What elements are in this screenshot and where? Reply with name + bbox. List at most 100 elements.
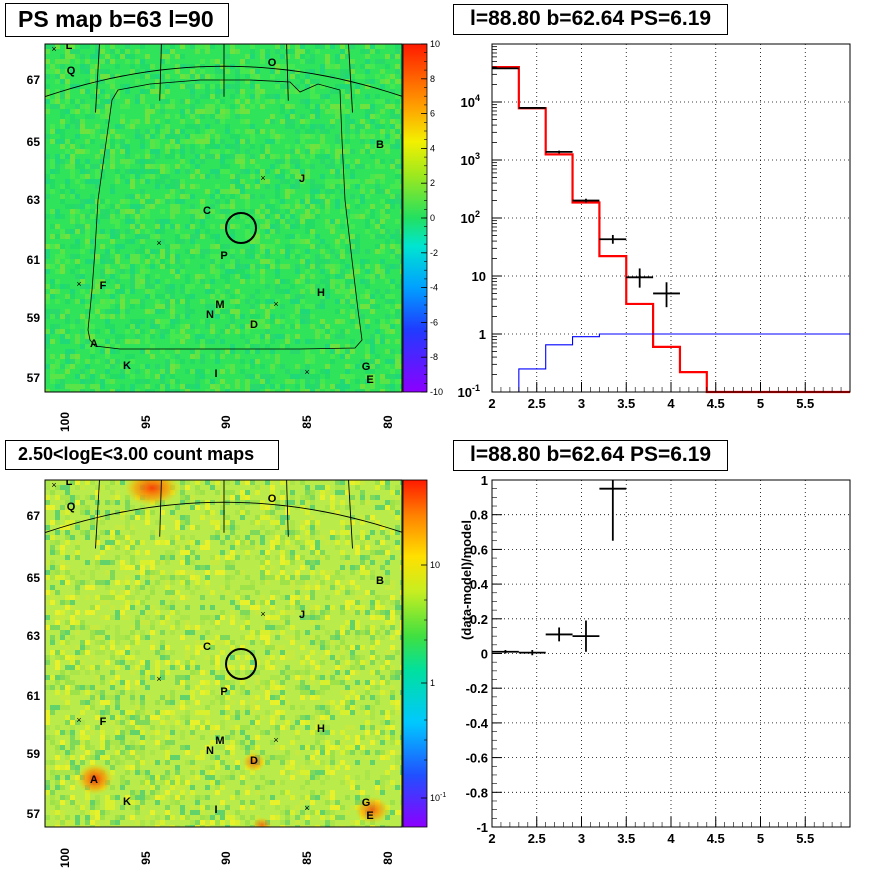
map-pixel	[200, 565, 205, 570]
map-pixel	[200, 670, 205, 675]
map-pixel	[180, 780, 185, 785]
map-pixel	[115, 374, 120, 379]
map-pixel	[245, 324, 250, 329]
map-pixel	[300, 44, 305, 49]
map-pixel	[355, 550, 360, 555]
map-pixel	[280, 630, 285, 635]
map-pixel	[180, 595, 185, 600]
map-pixel	[180, 64, 185, 69]
map-pixel	[135, 319, 140, 324]
map-pixel	[190, 224, 195, 229]
map-pixel	[135, 129, 140, 134]
map-pixel	[80, 279, 85, 284]
map-pixel	[185, 780, 190, 785]
map-pixel	[305, 79, 310, 84]
map-pixel	[160, 384, 165, 389]
map-pixel	[100, 79, 105, 84]
map-pixel	[190, 64, 195, 69]
map-pixel	[390, 104, 395, 109]
map-pixel	[75, 525, 80, 530]
map-pixel	[90, 344, 95, 349]
map-pixel	[395, 379, 400, 384]
map-pixel	[395, 54, 400, 59]
map-pixel	[330, 770, 335, 775]
map-pixel	[115, 545, 120, 550]
map-pixel	[290, 374, 295, 379]
map-pixel	[165, 645, 170, 650]
map-pixel	[60, 154, 65, 159]
map-pixel	[200, 680, 205, 685]
map-pixel	[395, 134, 400, 139]
map-pixel	[300, 565, 305, 570]
map-pixel	[335, 239, 340, 244]
map-pixel	[95, 384, 100, 389]
map-pixel	[345, 490, 350, 495]
map-pixel	[165, 750, 170, 755]
map-pixel	[310, 234, 315, 239]
map-pixel	[145, 269, 150, 274]
map-pixel	[115, 234, 120, 239]
map-pixel	[380, 720, 385, 725]
map-pixel	[115, 750, 120, 755]
map-pixel	[80, 99, 85, 104]
map-pixel	[370, 344, 375, 349]
map-pixel	[215, 520, 220, 525]
map-pixel	[185, 480, 190, 485]
map-pixel	[140, 725, 145, 730]
map-pixel	[380, 259, 385, 264]
map-pixel	[105, 314, 110, 319]
map-pixel	[70, 670, 75, 675]
map-pixel	[70, 770, 75, 775]
map-pixel	[390, 294, 395, 299]
map-pixel	[360, 149, 365, 154]
map-pixel	[245, 169, 250, 174]
map-pixel	[160, 605, 165, 610]
map-pixel	[140, 379, 145, 384]
map-pixel	[140, 329, 145, 334]
map-pixel	[365, 535, 370, 540]
map-pixel	[355, 600, 360, 605]
map-pixel	[225, 575, 230, 580]
map-pixel	[255, 264, 260, 269]
map-pixel	[170, 710, 175, 715]
map-pixel	[345, 725, 350, 730]
map-pixel	[275, 575, 280, 580]
map-pixel	[335, 575, 340, 580]
map-pixel	[225, 284, 230, 289]
map-pixel	[290, 550, 295, 555]
map-pixel	[160, 379, 165, 384]
map-pixel	[120, 214, 125, 219]
map-pixel	[340, 259, 345, 264]
map-pixel	[85, 214, 90, 219]
map-pixel	[400, 480, 402, 485]
map-pixel	[375, 505, 380, 510]
map-pixel	[65, 520, 70, 525]
map-pixel	[270, 530, 275, 535]
map-pixel	[270, 720, 275, 725]
map-pixel	[165, 164, 170, 169]
map-pixel	[165, 605, 170, 610]
map-pixel	[200, 750, 205, 755]
map-pixel	[120, 735, 125, 740]
map-pixel	[75, 99, 80, 104]
map-pixel	[320, 279, 325, 284]
map-pixel	[215, 254, 220, 259]
map-pixel	[110, 189, 115, 194]
map-pixel	[385, 209, 390, 214]
map-pixel	[285, 575, 290, 580]
map-pixel	[270, 114, 275, 119]
map-pixel	[80, 505, 85, 510]
map-pixel	[365, 705, 370, 710]
map-pixel	[80, 620, 85, 625]
map-pixel	[330, 700, 335, 705]
map-pixel	[185, 630, 190, 635]
map-pixel	[335, 510, 340, 515]
map-pixel	[70, 289, 75, 294]
map-pixel	[185, 134, 190, 139]
map-pixel	[225, 54, 230, 59]
map-pixel	[50, 650, 55, 655]
map-pixel	[360, 745, 365, 750]
map-pixel	[115, 219, 120, 224]
map-pixel	[230, 770, 235, 775]
map-pixel	[145, 134, 150, 139]
